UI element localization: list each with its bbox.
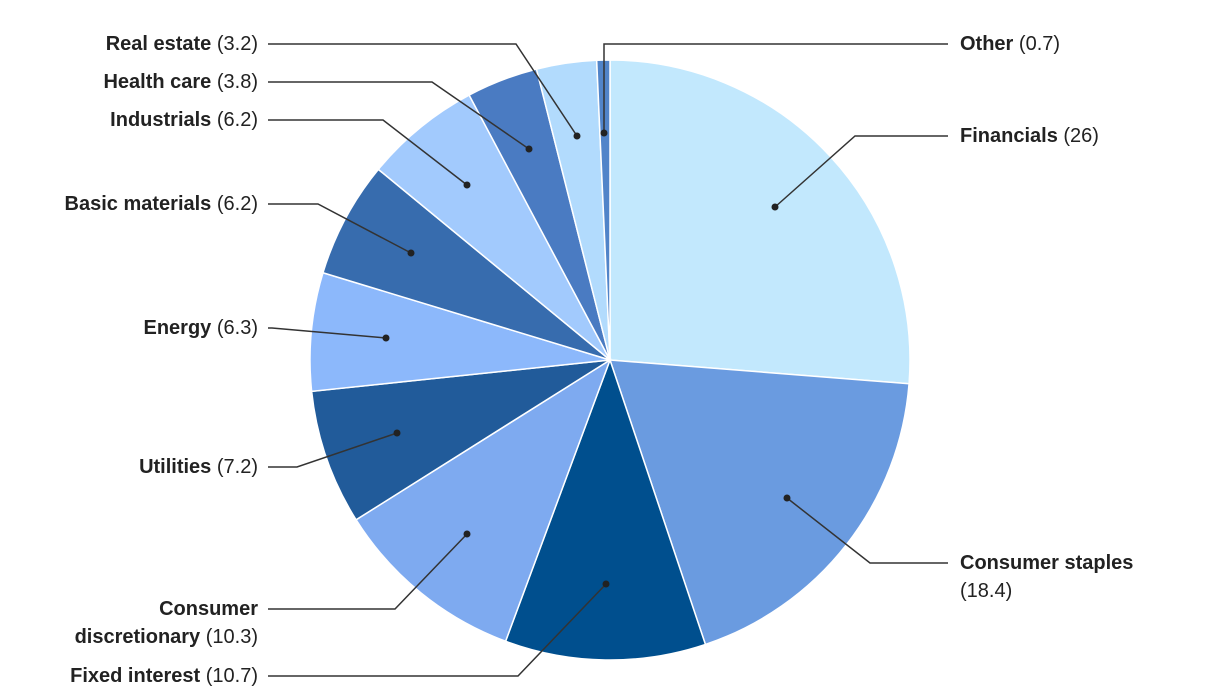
value-label: (3.8) xyxy=(216,71,258,93)
value-label: (6.2) xyxy=(216,193,258,215)
leader-line xyxy=(268,583,607,677)
category-name: Real estate xyxy=(105,33,212,55)
leader-dot xyxy=(463,530,471,538)
category-name: Industrials xyxy=(110,109,212,131)
value-label: (26) xyxy=(1063,125,1099,147)
value-label: (6.3) xyxy=(216,317,258,339)
slice-label: Utilities (7.2) xyxy=(0,453,258,481)
category-name: Other xyxy=(960,33,1014,55)
leader-dot xyxy=(600,129,608,137)
slice-label: Real estate (3.2) xyxy=(0,30,258,58)
leader-line xyxy=(774,135,948,208)
leader-line xyxy=(268,203,412,254)
value-label: (10.3) xyxy=(205,626,258,648)
pie-slice xyxy=(355,358,612,643)
leader-dot xyxy=(407,249,415,257)
leader-line xyxy=(268,81,530,150)
slice-label: Financials (26) xyxy=(960,122,1220,150)
leader-line xyxy=(268,432,398,468)
slice-label: Energy (6.3) xyxy=(0,314,259,342)
category-name: Consumer staples xyxy=(960,552,1134,574)
pie-slice xyxy=(609,59,911,385)
slice-label: Other (0.7) xyxy=(960,30,1220,58)
value-label: (6.2) xyxy=(216,109,258,131)
category-name: Energy xyxy=(143,317,212,339)
leader-line xyxy=(268,119,468,186)
value-label: (3.2) xyxy=(216,33,258,55)
leader-dot xyxy=(771,203,779,211)
category-name: Financials xyxy=(960,125,1058,147)
leader-line xyxy=(268,43,578,137)
category-name: Basic materials xyxy=(64,193,212,215)
leader-dot xyxy=(573,132,581,140)
slice-label: Consumer staples (18.4) xyxy=(960,549,1165,605)
slice-label: Consumer discretionary (10.3) xyxy=(33,595,258,651)
leader-line xyxy=(268,327,387,339)
pie-slice xyxy=(310,359,611,521)
pie-slice xyxy=(504,357,707,661)
slice-label: Industrials (6.2) xyxy=(0,106,258,134)
category-name: Consumer discretionary xyxy=(74,598,258,648)
leader-line xyxy=(603,43,948,133)
value-label: (0.7) xyxy=(1018,33,1061,55)
value-label: (10.7) xyxy=(205,665,258,687)
leader-dot xyxy=(382,334,390,342)
leader-line xyxy=(268,533,468,610)
leader-dot xyxy=(602,580,610,588)
category-name: Fixed interest xyxy=(70,665,201,687)
slice-label: Basic materials (6.2) xyxy=(0,190,258,218)
leader-dot xyxy=(463,181,471,189)
leader-dot xyxy=(393,429,401,437)
leader-line xyxy=(786,497,948,564)
value-label: (7.2) xyxy=(216,456,258,478)
category-name: Utilities xyxy=(139,456,212,478)
value-label: (18.4) xyxy=(960,580,1013,602)
slice-label: Health care (3.8) xyxy=(0,68,258,96)
category-name: Health care xyxy=(103,71,212,93)
leader-dot xyxy=(783,494,791,502)
leader-dot xyxy=(525,145,533,153)
slice-label: Fixed interest (10.7) xyxy=(0,662,258,690)
